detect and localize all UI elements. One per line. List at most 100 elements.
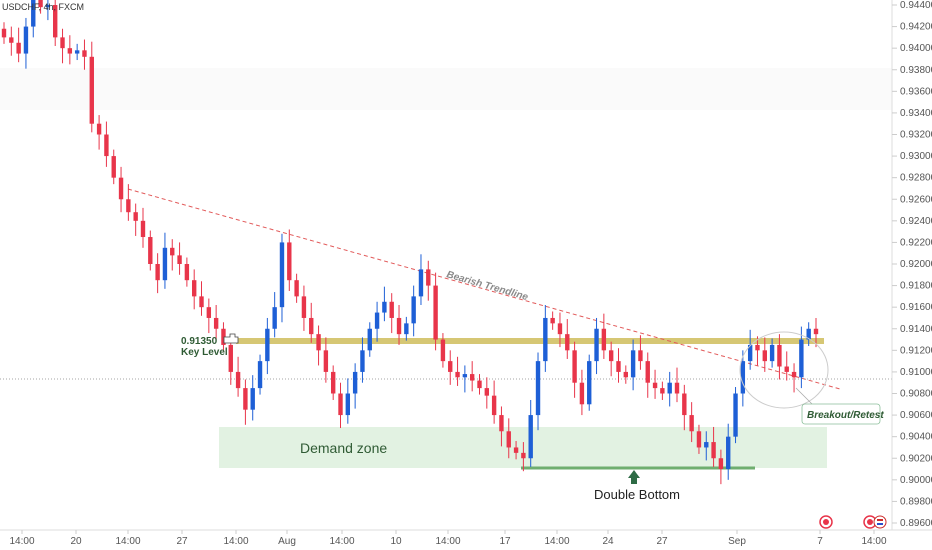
candle-down (38, 0, 43, 8)
bearish-trendline (127, 188, 841, 390)
candle-down (389, 301, 394, 318)
event-icon[interactable] (819, 515, 833, 529)
candle-down (791, 371, 797, 378)
candle-down (579, 382, 585, 405)
candle-up (360, 350, 365, 372)
candle-down (199, 296, 204, 308)
candle-up (367, 328, 372, 351)
candle-down (491, 395, 497, 416)
plot-background-band (0, 68, 892, 110)
candle-down (82, 50, 87, 57)
candle-up (799, 339, 804, 378)
candle-down (484, 388, 490, 396)
candle-up (535, 361, 541, 416)
breakout-ellipse (739, 331, 829, 409)
candle-down (53, 5, 58, 38)
candle-down (140, 220, 146, 238)
candle-down (104, 134, 109, 157)
candle-down (111, 156, 116, 178)
double-bottom-label: Double Bottom (594, 487, 680, 502)
candle-down (16, 42, 21, 54)
candle-down (608, 350, 614, 362)
candle-down (221, 328, 226, 345)
candle-up (528, 415, 533, 459)
candle-down (9, 37, 14, 43)
x-tick-label: 14:00 (544, 536, 569, 547)
candle-up (769, 344, 775, 362)
candle-down (213, 317, 219, 329)
key-level-value: 0.91350 (181, 336, 218, 347)
candle-down (89, 56, 94, 124)
candle-down (440, 339, 446, 362)
candle-down (67, 48, 73, 54)
candle-down (118, 177, 124, 200)
candle-up (162, 247, 168, 281)
candle-down (777, 344, 782, 367)
candle-up (594, 328, 599, 362)
candle-down (330, 371, 336, 394)
x-axis: 14:00 20 14:00 27 14:00 Aug 14:00 10 14:00 17 14:0… (9, 530, 887, 547)
candle-down (550, 317, 555, 324)
candle-down (316, 334, 321, 351)
candle-down (565, 334, 570, 351)
x-tick-label: 14:00 (223, 536, 248, 547)
candle-up (257, 361, 263, 389)
candle-up (45, 5, 51, 8)
candle-up (279, 242, 285, 308)
x-tick-label: 27 (176, 536, 188, 547)
candle-down (784, 366, 789, 372)
candle-down (301, 296, 307, 318)
breakout-pointer (795, 387, 813, 405)
candle-down (718, 458, 724, 470)
candle-down (396, 317, 402, 335)
candle-down (309, 317, 314, 335)
candle-up (740, 361, 746, 394)
up-arrow-icon (628, 470, 640, 484)
x-tick-label: Aug (278, 536, 296, 547)
candle-down (228, 344, 233, 372)
candle-down (499, 415, 504, 432)
trendline-label: Bearish Trendline (445, 269, 529, 303)
candle-down (338, 393, 343, 416)
candle-up (806, 328, 811, 340)
candle-up (733, 393, 738, 437)
breakout-label-box (801, 403, 881, 425)
candle-down (813, 328, 819, 335)
candle-down (455, 371, 460, 378)
x-tick-label: 14:00 (9, 536, 34, 547)
candle-up (543, 317, 548, 362)
candle-up (352, 371, 358, 394)
candle-down (689, 415, 694, 432)
candle-down (616, 361, 621, 372)
x-tick-label: 14:00 (861, 536, 886, 547)
candle-up (374, 312, 380, 329)
candle-down (660, 388, 665, 394)
candles (1, 0, 819, 485)
candle-down (206, 307, 212, 318)
candle-down (170, 247, 175, 256)
candle-up (31, 0, 36, 27)
candle-down (433, 285, 438, 340)
candle-up (667, 382, 672, 394)
candle-down (235, 371, 241, 389)
x-tick-label: 10 (390, 536, 402, 547)
candle-up (704, 442, 709, 448)
flag-icon[interactable] (873, 515, 887, 529)
candle-up (726, 436, 731, 470)
candle-down (572, 350, 577, 383)
candle-up (345, 393, 351, 416)
candle-down (448, 361, 453, 372)
candle-down (287, 242, 292, 281)
candle-down (133, 212, 138, 221)
candle-up (747, 344, 753, 362)
